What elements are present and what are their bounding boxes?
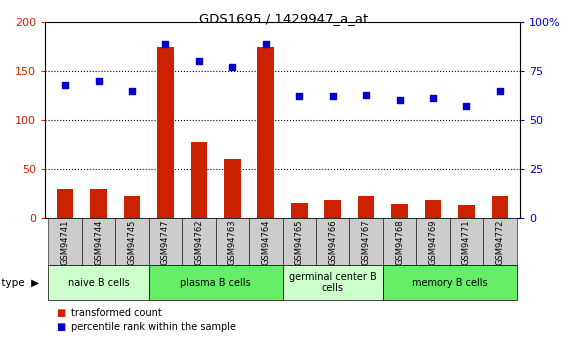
Bar <box>57 189 73 218</box>
Bar <box>483 218 517 265</box>
Bar <box>416 218 450 265</box>
Text: GSM94745: GSM94745 <box>127 219 136 265</box>
Point <box>228 64 237 70</box>
Bar <box>291 203 308 218</box>
Bar <box>216 218 249 265</box>
Text: plasma B cells: plasma B cells <box>180 277 251 287</box>
Bar <box>450 218 483 265</box>
Bar <box>391 204 408 218</box>
Bar <box>383 218 416 265</box>
Text: GSM94765: GSM94765 <box>295 219 304 265</box>
Text: germinal center B
cells: germinal center B cells <box>289 272 377 293</box>
Text: GSM94767: GSM94767 <box>362 219 371 265</box>
Bar <box>458 205 475 218</box>
Bar <box>82 218 115 265</box>
Text: GSM94768: GSM94768 <box>395 219 404 265</box>
Text: transformed count: transformed count <box>70 308 161 318</box>
Point <box>328 94 337 99</box>
Bar <box>316 218 349 265</box>
Point <box>94 78 103 83</box>
Bar <box>282 218 316 265</box>
Point <box>295 94 304 99</box>
Bar <box>224 159 241 218</box>
Point <box>61 82 70 88</box>
Bar <box>358 196 374 218</box>
Text: GSM94747: GSM94747 <box>161 219 170 265</box>
Bar <box>90 189 107 218</box>
Text: percentile rank within the sample: percentile rank within the sample <box>70 322 236 332</box>
Bar <box>149 265 282 300</box>
Bar <box>157 47 174 218</box>
Text: GSM94764: GSM94764 <box>261 219 270 265</box>
Bar <box>182 218 216 265</box>
Point <box>261 41 270 46</box>
Text: ■: ■ <box>56 322 66 332</box>
Text: GSM94772: GSM94772 <box>495 219 504 265</box>
Point <box>127 88 136 93</box>
Bar <box>48 265 149 300</box>
Bar <box>149 218 182 265</box>
Text: GSM94744: GSM94744 <box>94 219 103 265</box>
Bar <box>324 200 341 218</box>
Bar <box>124 196 140 218</box>
Point <box>194 58 203 64</box>
Point <box>462 104 471 109</box>
Point <box>161 41 170 46</box>
Text: GSM94763: GSM94763 <box>228 219 237 265</box>
Text: GSM94771: GSM94771 <box>462 219 471 265</box>
Point <box>362 92 371 97</box>
Bar <box>48 218 82 265</box>
Bar <box>115 218 149 265</box>
Point <box>428 96 437 101</box>
Text: GSM94766: GSM94766 <box>328 219 337 265</box>
Text: GDS1695 / 1429947_a_at: GDS1695 / 1429947_a_at <box>199 12 369 25</box>
Bar <box>249 218 282 265</box>
Bar <box>190 141 207 218</box>
Text: cell type  ▶: cell type ▶ <box>0 277 39 287</box>
Text: GSM94741: GSM94741 <box>61 219 69 265</box>
Text: GSM94769: GSM94769 <box>428 219 437 265</box>
Point <box>495 88 504 93</box>
Bar <box>383 265 517 300</box>
Text: ■: ■ <box>56 308 66 318</box>
Bar <box>425 200 441 218</box>
Point <box>395 98 404 103</box>
Bar <box>491 196 508 218</box>
Text: naive B cells: naive B cells <box>68 277 130 287</box>
Bar <box>349 218 383 265</box>
Text: memory B cells: memory B cells <box>412 277 487 287</box>
Bar <box>282 265 383 300</box>
Bar <box>257 47 274 218</box>
Text: GSM94762: GSM94762 <box>194 219 203 265</box>
